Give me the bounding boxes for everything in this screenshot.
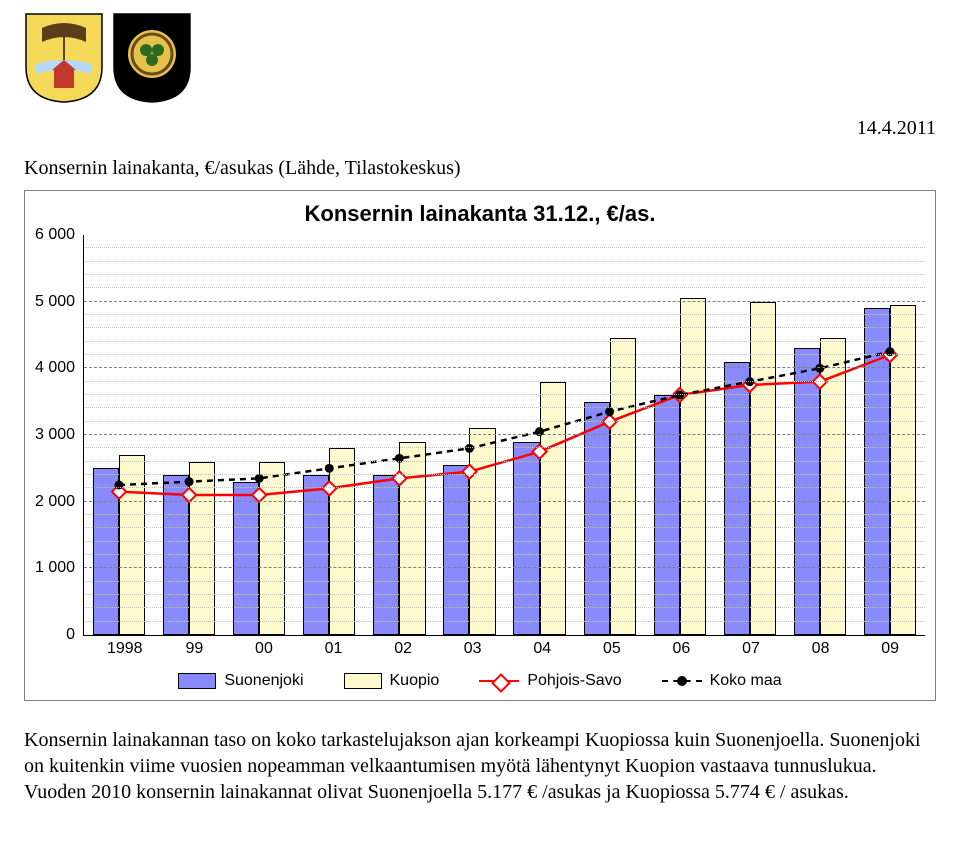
gridline-minor [84,247,925,248]
bar-suonenjoki [93,468,119,635]
category-group [294,235,364,635]
x-tick-label: 08 [786,640,856,658]
gridline-minor [84,527,925,528]
gridline-minor [84,354,925,355]
category-group [575,235,645,635]
legend-item: Pohjois-Savo [479,672,621,690]
gridline-minor [84,274,925,275]
plot-area [83,235,925,636]
gridline-minor [84,594,925,595]
bar-suonenjoki [794,348,820,635]
y-axis: 6 0005 0004 0003 0002 0001 0000 [35,235,83,635]
category-group [434,235,504,635]
legend-swatch-icon [479,674,519,688]
gridline-minor [84,474,925,475]
category-group [84,235,154,635]
x-tick-label: 05 [577,640,647,658]
bar-kuopio [680,298,706,635]
gridline-major [84,301,925,302]
legend-swatch-icon [178,673,216,689]
bar-layer [84,235,925,635]
gridline-minor [84,421,925,422]
legend-label: Suonenjoki [224,672,303,690]
bar-suonenjoki [654,395,680,635]
crest-suonenjoki [24,12,104,109]
bar-suonenjoki [513,442,539,635]
gridline-major [84,367,925,368]
bar-suonenjoki [443,465,469,635]
gridline-minor [84,461,925,462]
category-group [224,235,294,635]
gridline-minor [84,621,925,622]
chart-title: Konsernin lainakanta 31.12., €/as. [35,201,925,227]
category-group [154,235,224,635]
gridline-minor [84,447,925,448]
legend-item: Koko maa [662,672,782,690]
legend-label: Koko maa [710,672,782,690]
gridline-minor [84,287,925,288]
bar-suonenjoki [233,482,259,635]
gridline-minor [84,541,925,542]
gridline-minor [84,381,925,382]
figure-caption: Konsernin lainakanta, €/asukas (Lähde, T… [24,157,461,180]
gridline-minor [84,261,925,262]
bar-kuopio [540,382,566,635]
x-tick-label: 1998 [90,640,160,658]
x-tick-label: 09 [855,640,925,658]
bar-kuopio [750,302,776,635]
gridline-minor [84,314,925,315]
gridline-minor [84,554,925,555]
legend-swatch-icon [344,673,382,689]
chart-frame: Konsernin lainakanta 31.12., €/as. 6 000… [24,190,936,701]
gridline-major [84,567,925,568]
gridline-minor [84,581,925,582]
category-group [715,235,785,635]
bar-suonenjoki [864,308,890,635]
gridline-minor [84,487,925,488]
x-tick-label: 99 [160,640,230,658]
x-tick-label: 03 [438,640,508,658]
legend-swatch-icon [662,674,702,688]
x-tick-label: 00 [229,640,299,658]
legend-item: Kuopio [344,672,440,690]
bar-suonenjoki [584,402,610,635]
bar-kuopio [399,442,425,635]
x-tick-label: 02 [368,640,438,658]
x-axis: 19989900010203040506070809 [35,640,925,658]
bar-suonenjoki [163,475,189,635]
gridline-major [84,434,925,435]
crest-second [112,12,192,109]
x-tick-label: 07 [716,640,786,658]
gridline-minor [84,514,925,515]
document-date: 14.4.2011 [857,117,936,140]
legend-item: Suonenjoki [178,672,303,690]
body-paragraph: Konsernin lainakannan taso on koko tarka… [24,727,936,805]
gridline-minor [84,607,925,608]
category-group [505,235,575,635]
gridline-minor [84,341,925,342]
gridline-minor [84,394,925,395]
gridline-minor [84,327,925,328]
bar-kuopio [469,428,495,635]
category-group [645,235,715,635]
category-group [364,235,434,635]
legend-label: Pohjois-Savo [527,672,621,690]
category-group [855,235,925,635]
gridline-major [84,501,925,502]
crest-row [24,12,936,109]
x-tick-label: 04 [507,640,577,658]
x-tick-label: 06 [647,640,717,658]
gridline-minor [84,407,925,408]
legend: Suonenjoki Kuopio Pohjois-Savo Koko maa [35,672,925,690]
x-tick-label: 01 [299,640,369,658]
category-group [785,235,855,635]
legend-label: Kuopio [390,672,440,690]
bar-suonenjoki [373,475,399,635]
bar-suonenjoki [303,475,329,635]
